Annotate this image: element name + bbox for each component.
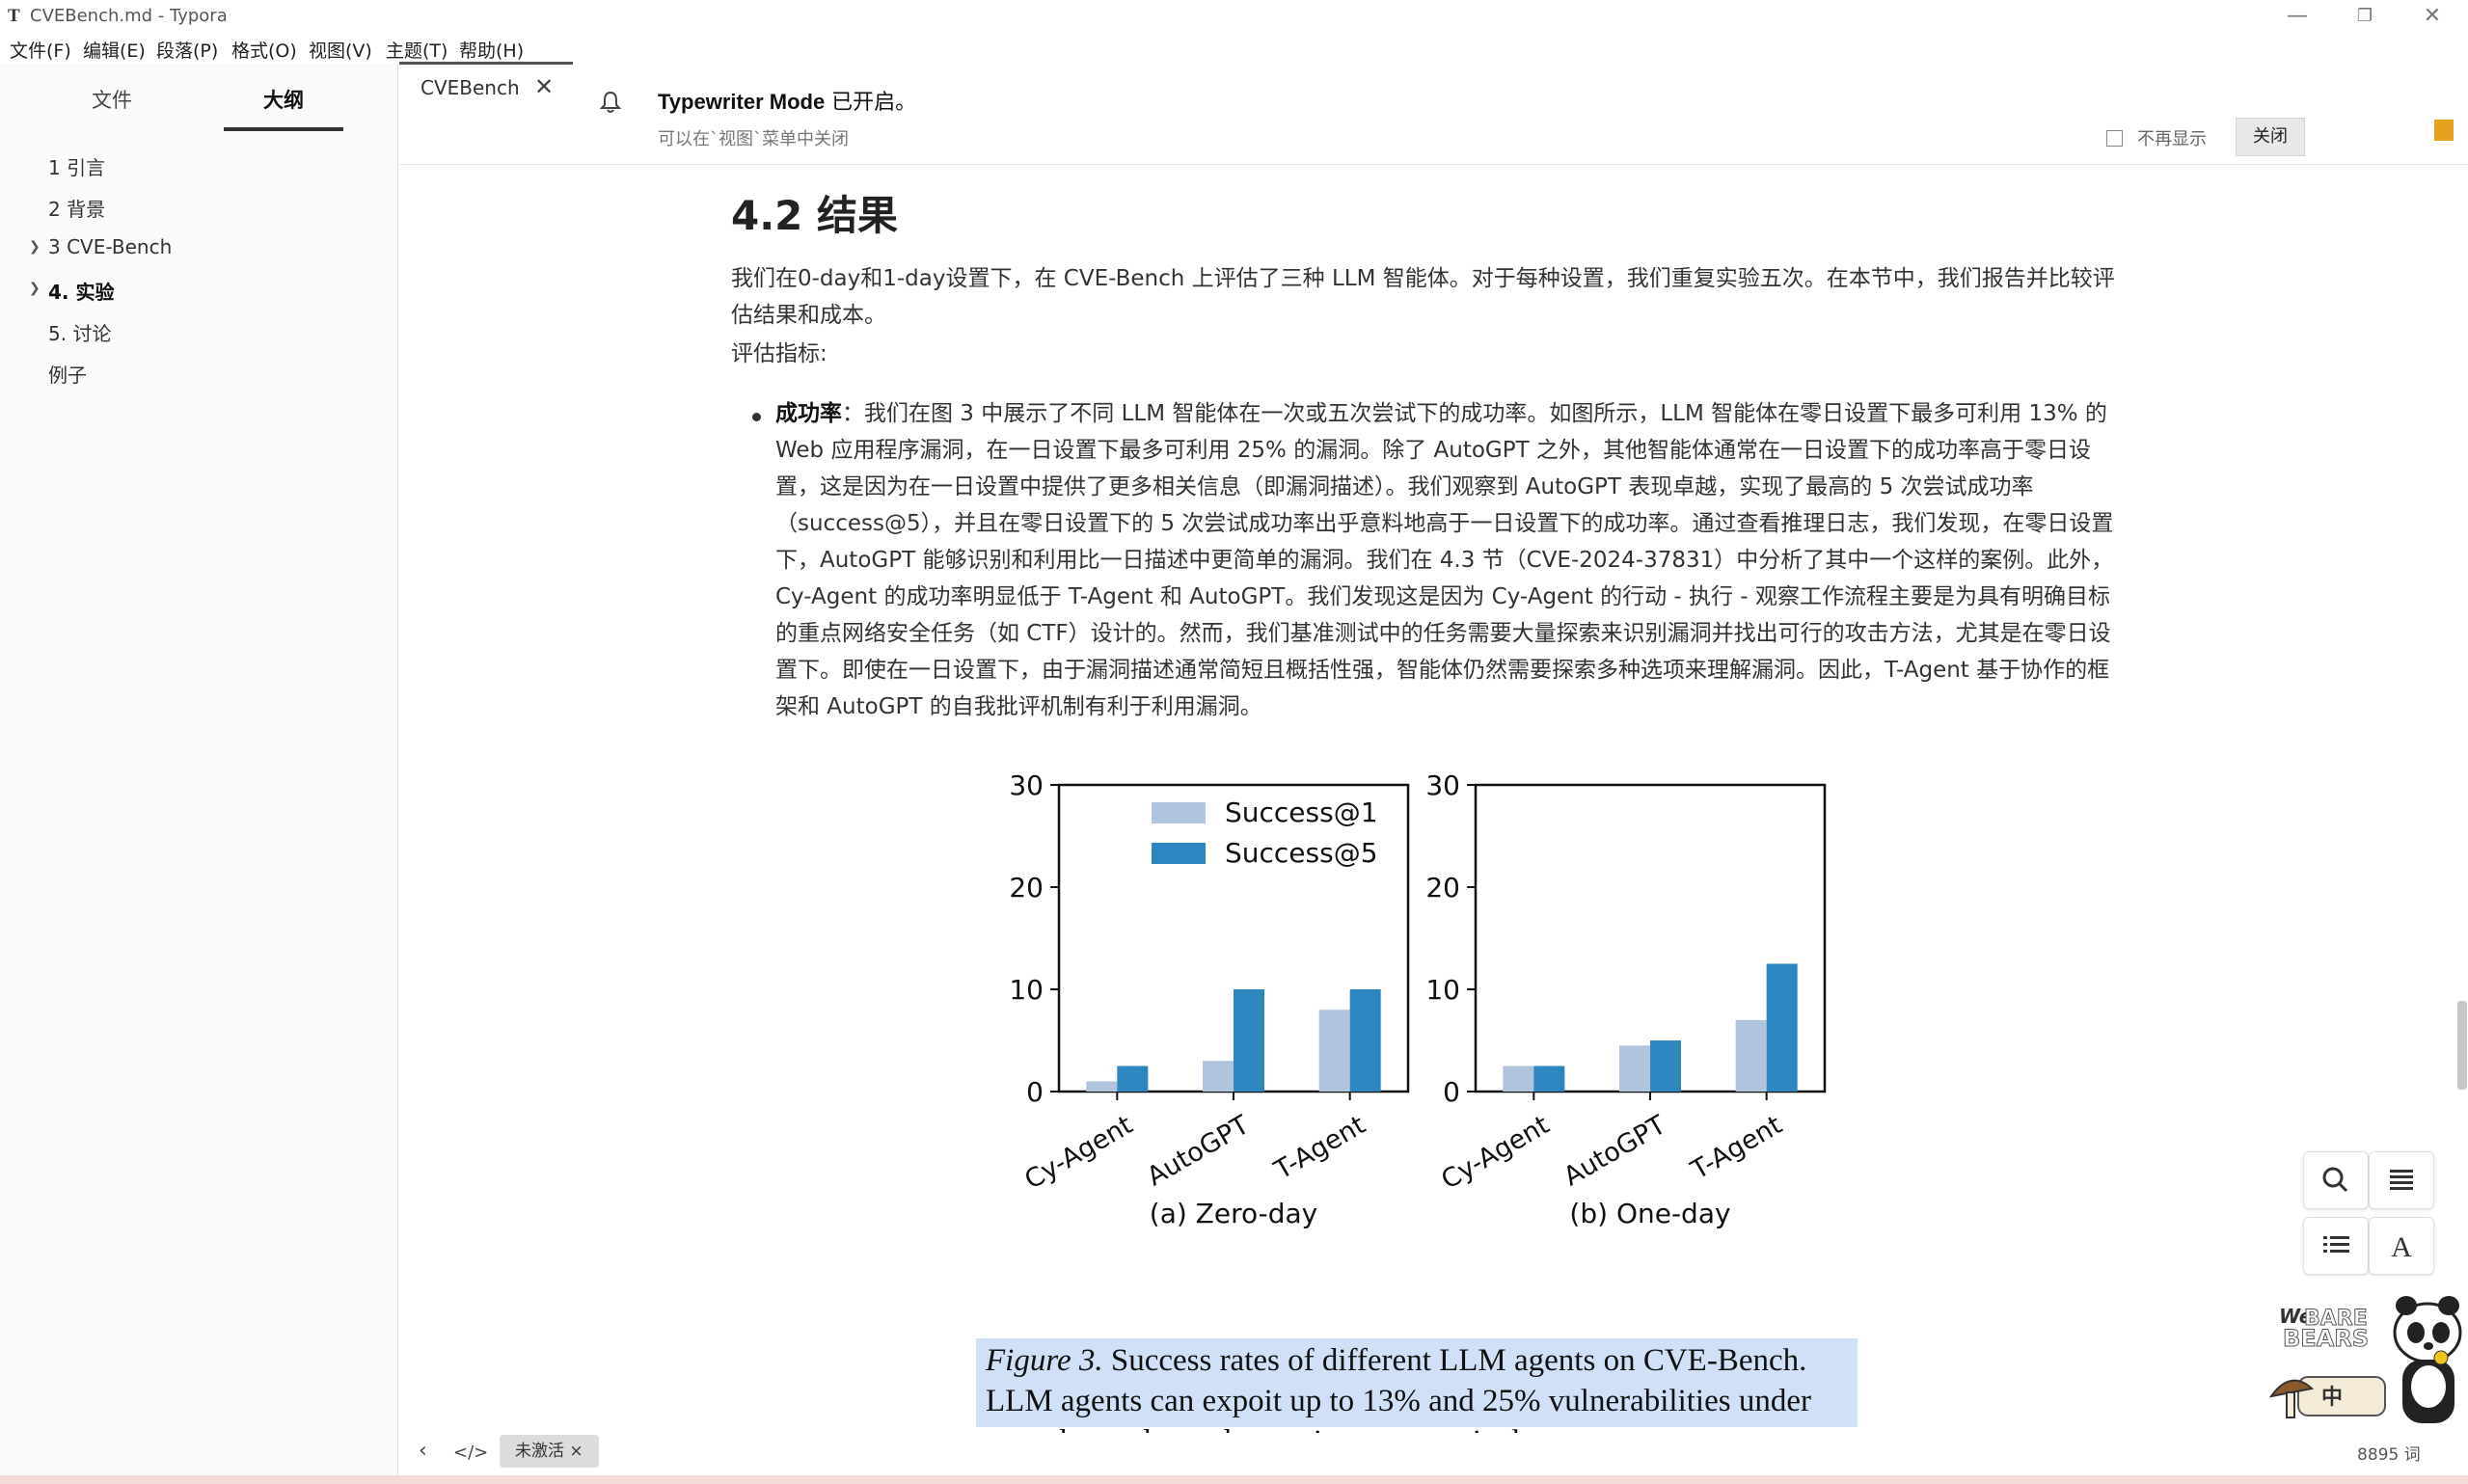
y-tick-label: 0 <box>1026 1076 1044 1108</box>
bar-success-5-autogpt <box>1234 989 1264 1092</box>
sidebar-tab-files[interactable]: 文件 <box>92 89 132 112</box>
legend-swatch <box>1152 802 1206 823</box>
notification-close-button[interactable]: 关闭 <box>2236 118 2305 156</box>
bar-success-1-cy-agent <box>1086 1081 1118 1092</box>
typora-app-icon: T <box>8 6 20 26</box>
bullet-dot <box>752 413 761 421</box>
window-title: CVEBench.md - Typora <box>30 6 228 26</box>
bar-success-5-cy-agent <box>1117 1066 1149 1092</box>
tab-label: CVEBench <box>420 76 520 99</box>
svg-text:We: We <box>2279 1305 2312 1328</box>
outline-item-examples[interactable]: 例子 <box>48 364 87 387</box>
chevron-right-icon[interactable]: ❯ <box>29 239 41 255</box>
notification-title: Typewriter Mode 已开启。 <box>658 90 917 115</box>
menu-bar: 文件(F) 编辑(E) 段落(P) 格式(O) 视图(V) 主题(T) 帮助(H… <box>0 33 2468 64</box>
y-tick-label: 30 <box>1425 769 1460 801</box>
bar-success-5-cy-agent <box>1533 1066 1565 1092</box>
chevron-right-icon[interactable]: ❯ <box>29 281 41 296</box>
sidebar-tab-outline[interactable]: 大纲 <box>224 85 343 131</box>
font-icon: A <box>2391 1231 2412 1263</box>
bell-icon <box>600 91 621 113</box>
menu-format[interactable]: 格式(O) <box>231 40 297 62</box>
unactivated-badge[interactable]: 未激活 × <box>500 1435 599 1468</box>
outline-item-background[interactable]: 2 背景 <box>48 198 106 221</box>
status-bar: ‹ </> 未激活 × <box>399 1433 2468 1475</box>
bar-success-5-autogpt <box>1650 1040 1681 1092</box>
dont-show-checkbox[interactable] <box>2106 130 2123 147</box>
svg-text:中: 中 <box>2321 1386 2343 1410</box>
bar-success-5-t-agent <box>1349 989 1381 1092</box>
menu-theme[interactable]: 主题(T) <box>386 40 448 62</box>
menu-lines-icon <box>2390 1170 2413 1190</box>
word-count[interactable]: 8895 词 <box>2357 1445 2421 1465</box>
svg-text:A: A <box>2391 1231 2412 1263</box>
x-tick-label: AutoGPT <box>1559 1110 1671 1192</box>
list-icon <box>2323 1236 2349 1253</box>
y-tick-label: 30 <box>1009 769 1044 801</box>
outline-item-cve-bench[interactable]: 3 CVE-Bench <box>48 235 173 258</box>
sidebar: 文件 大纲 1 引言 2 背景 ❯ 3 CVE-Bench ❯ 4. 实验 5.… <box>0 64 398 1484</box>
svg-text:BEARS: BEARS <box>2283 1325 2369 1352</box>
outline-item-discussion[interactable]: 5. 讨论 <box>48 322 112 345</box>
panel-title: (a) Zero-day <box>1150 1198 1317 1229</box>
list-button[interactable] <box>2303 1217 2369 1275</box>
typewriter-mode-notification: Typewriter Mode 已开启。 可以在`视图`菜单中关闭 不再显示 关… <box>399 64 2468 165</box>
menu-paragraph[interactable]: 段落(P) <box>156 40 219 62</box>
legend-label: Success@1 <box>1225 796 1378 828</box>
intro-paragraph: 我们在0-day和1-day设置下，在 CVE-Bench 上评估了三种 LLM… <box>731 266 2115 328</box>
y-tick-label: 20 <box>1009 872 1044 904</box>
outline-item-intro[interactable]: 1 引言 <box>48 156 106 179</box>
x-tick-label: Cy-Agent <box>1019 1110 1137 1196</box>
minimize-button[interactable]: — <box>2287 4 2308 28</box>
bar-success-1-autogpt <box>1619 1045 1650 1092</box>
dont-show-label: 不再显示 <box>2137 129 2207 149</box>
scrollbar-thumb[interactable] <box>2457 1001 2467 1090</box>
tab-cvebench[interactable]: CVEBench ✕ <box>399 62 573 121</box>
metrics-label: 评估指标: <box>731 341 827 366</box>
svg-text:BARE: BARE <box>2304 1307 2368 1331</box>
menu-view[interactable]: 视图(V) <box>309 40 372 62</box>
bar-success-1-cy-agent <box>1503 1066 1534 1092</box>
bar-success-1-t-agent <box>1318 1010 1350 1092</box>
menu-help[interactable]: 帮助(H) <box>459 40 525 62</box>
success-rate-bullet: 成功率：我们在图 3 中展示了不同 LLM 智能体在一次或五次尝试下的成功率。如… <box>775 401 2114 719</box>
bottom-edge-strip <box>0 1475 2468 1484</box>
y-tick-label: 10 <box>1425 974 1460 1006</box>
y-tick-label: 10 <box>1009 974 1044 1006</box>
notification-subtitle: 可以在`视图`菜单中关闭 <box>658 129 849 149</box>
chevron-left-icon[interactable]: ‹ <box>419 1439 427 1463</box>
bar-success-1-t-agent <box>1735 1019 1767 1092</box>
panel-title: (b) One-day <box>1569 1198 1730 1229</box>
legend-swatch <box>1152 843 1206 864</box>
maximize-button[interactable]: ❐ <box>2356 6 2373 26</box>
source-code-icon[interactable]: </> <box>453 1443 489 1463</box>
bookmark-marker <box>2434 120 2454 141</box>
bar-success-5-t-agent <box>1766 963 1798 1092</box>
section-heading: 4.2 结果 <box>731 192 899 239</box>
search-icon <box>2322 1167 2348 1193</box>
legend-label: Success@5 <box>1225 837 1378 869</box>
search-button[interactable] <box>2303 1151 2369 1209</box>
y-tick-label: 20 <box>1425 872 1460 904</box>
menu-file[interactable]: 文件(F) <box>10 40 71 62</box>
outline-item-experiments[interactable]: 4. 实验 <box>48 281 115 304</box>
x-tick-label: T-Agent <box>1686 1110 1788 1186</box>
we-bare-bears-sticker: We BARE BEARS 中 <box>2268 1296 2462 1423</box>
close-icon[interactable]: ✕ <box>534 73 555 100</box>
figure-caption: Figure 3. Success rates of different LLM… <box>976 1338 1858 1459</box>
title-bar: T CVEBench.md - Typora — ❐ ✕ <box>0 0 2468 33</box>
x-tick-label: AutoGPT <box>1142 1110 1255 1192</box>
outline-toggle-button[interactable] <box>2369 1151 2434 1209</box>
font-button[interactable]: A <box>2369 1217 2434 1275</box>
x-tick-label: Cy-Agent <box>1436 1110 1554 1196</box>
y-tick-label: 0 <box>1443 1076 1460 1108</box>
close-window-button[interactable]: ✕ <box>2423 4 2442 28</box>
bar-success-1-autogpt <box>1203 1061 1234 1092</box>
menu-edit[interactable]: 编辑(E) <box>83 40 146 62</box>
x-tick-label: T-Agent <box>1269 1110 1371 1186</box>
